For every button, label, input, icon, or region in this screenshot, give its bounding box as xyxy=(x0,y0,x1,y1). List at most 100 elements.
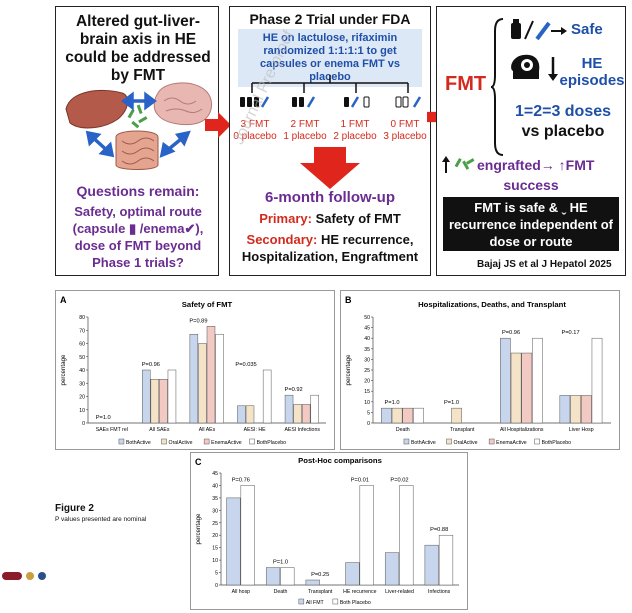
bar-enemaactive-aesi-infections xyxy=(301,404,311,424)
legend-swatch xyxy=(332,598,339,605)
bar-oralactive-aesi-infections xyxy=(293,404,302,424)
y-tick-label: 30 xyxy=(364,357,370,363)
y-tick-label: 70 xyxy=(79,328,85,334)
x-tick-label: Death xyxy=(274,589,288,595)
bar-bothplacebo-all-saes xyxy=(167,369,177,424)
y-tick-label: 45 xyxy=(364,326,370,332)
y-tick-label: 25 xyxy=(364,368,370,374)
x-tick-label: All AEs xyxy=(199,427,216,433)
chart-a: A Safety of FMT percentage 0 10 20 30 40 50 60 70 8… xyxy=(60,295,326,446)
legend-swatch xyxy=(118,438,125,445)
x-tick-label: Transplant xyxy=(308,589,333,595)
x-tick-label: Liver-related xyxy=(385,589,414,595)
right-panel: FMT Safe HE episodes 1=2=3 doses vs place… xyxy=(436,6,626,276)
bar-bothactive-liver-hosp xyxy=(559,395,571,424)
p-value-label: P=1.0 xyxy=(444,400,459,406)
legend-swatch xyxy=(249,438,255,445)
y-tick-label: 20 xyxy=(79,395,85,401)
chart-title: Safety of FMT xyxy=(182,300,233,309)
gut-liver-brain-illustration xyxy=(65,82,213,170)
x-tick-label: Death xyxy=(396,427,410,433)
bar-enemaactive-death xyxy=(402,407,414,424)
y-tick-label: 25 xyxy=(212,521,218,527)
arm-label-4: 0 FMT 3 placebo xyxy=(383,119,427,142)
chart-c: C Post-Hoc comparisons percentage 0 5 10 15 20 2… xyxy=(195,456,459,606)
p-value-label: P=1.0 xyxy=(273,560,288,566)
y-tick-label: 10 xyxy=(212,558,218,564)
x-tick-label: All hosp xyxy=(232,589,251,595)
y-tick-label: 40 xyxy=(79,368,85,374)
y-axis-label: percentage xyxy=(60,354,67,386)
capsule-icon xyxy=(511,19,521,39)
y-tick-label: 50 xyxy=(79,355,85,361)
placebo-icon xyxy=(363,96,409,108)
x-tick-label: AESI Infections xyxy=(284,427,320,433)
panel-letter: A xyxy=(60,295,67,305)
p-value-label: P=0.25 xyxy=(311,572,329,578)
x-tick-label: Infections xyxy=(428,589,451,595)
p-value-label: P=0.02 xyxy=(390,477,408,483)
y-tick-label: 40 xyxy=(364,336,370,342)
y-tick-label: 50 xyxy=(364,315,370,321)
y-tick-label: 30 xyxy=(79,381,85,387)
p-value-label: P=0.92 xyxy=(285,387,303,393)
bar-oralactive-all-saes xyxy=(150,379,160,424)
y-tick-label: 15 xyxy=(212,546,218,552)
engraftment-icon xyxy=(442,156,475,173)
y-tick-label: 60 xyxy=(79,342,85,348)
bar-all-fmt-death xyxy=(265,567,281,586)
panel-letter: B xyxy=(345,295,352,305)
y-tick-label: 30 xyxy=(212,508,218,514)
y-tick-label: 15 xyxy=(364,389,370,395)
bar-enemaactive-all-hospitalizations xyxy=(521,352,533,424)
legend-entry: BothActive xyxy=(411,440,436,446)
questions-title: Questions remain: xyxy=(76,183,200,199)
chart-c-panel: C Post-Hoc comparisons percentage 0 5 10 15 20 2… xyxy=(190,452,468,610)
primary-label: Primary: xyxy=(259,211,312,226)
legend-swatch xyxy=(488,438,495,445)
y-tick-label: 10 xyxy=(79,408,85,414)
chart-b-panel: B Hospitalizations, Deaths, and Transplan… xyxy=(340,290,620,450)
bar-oralactive-aesi-he xyxy=(245,405,255,424)
bar-bothplacebo-aesi-he xyxy=(262,369,272,424)
x-tick-label: SAEs FMT rel xyxy=(96,427,128,433)
legend-swatch xyxy=(161,438,167,445)
x-tick-label: AESI: HE xyxy=(244,427,266,433)
bar-bothactive-aesi-infections xyxy=(284,394,294,424)
liver-icon xyxy=(65,89,128,129)
legend-entry: OralActive xyxy=(169,440,193,446)
y-tick-label: 5 xyxy=(367,410,370,416)
bar-enemaactive-all-saes xyxy=(159,379,168,424)
bar-bothactive-all-aes xyxy=(189,333,199,424)
bar-bothactive-death xyxy=(381,407,392,424)
conclusion-box: FMT is safe & ˬ HE recurrence independen… xyxy=(443,197,619,251)
chart-b: B Hospitalizations, Deaths, and Transplan… xyxy=(345,295,611,446)
citation-text: Bajaj JS et al J Hepatol 2025 xyxy=(477,259,612,270)
fmt-label: FMT xyxy=(445,73,487,95)
p-value-label: P=0.17 xyxy=(561,330,579,336)
figure-title: Figure 2 xyxy=(55,503,94,514)
arm-label-3: 1 FMT 2 placebo xyxy=(333,119,377,142)
y-tick-label: 20 xyxy=(364,379,370,385)
doses-text: 1=2=3 doses xyxy=(514,103,612,120)
enema-icon xyxy=(535,21,551,41)
p-value-label: P=0.96 xyxy=(502,330,520,336)
y-tick-label: 20 xyxy=(212,533,218,539)
legend-entry: EnemaActive xyxy=(211,440,242,446)
y-tick-label: 10 xyxy=(364,400,370,406)
microbe-icons xyxy=(127,104,148,129)
p-value-label: P=0.01 xyxy=(351,477,369,483)
bar-both-placebo-death xyxy=(280,567,295,586)
bar-oralactive-death xyxy=(391,407,403,424)
y-tick-label: 35 xyxy=(364,347,370,353)
arrow-down-icon xyxy=(300,147,360,189)
chart-a-panel: A Safety of FMT percentage 0 10 20 30 40 50 60 70 8… xyxy=(55,290,335,450)
bar-enemaactive-all-aes xyxy=(206,326,216,424)
legend-entry: BothActive xyxy=(126,440,151,446)
legend-swatch xyxy=(446,438,452,445)
bar-both-placebo-infections xyxy=(438,534,454,586)
followup-title: 6-month follow-up xyxy=(265,189,395,206)
success-text: success xyxy=(503,177,559,193)
p-value-label: P=0.76 xyxy=(232,477,250,483)
figure-note: P values presented are nominal xyxy=(55,516,147,523)
